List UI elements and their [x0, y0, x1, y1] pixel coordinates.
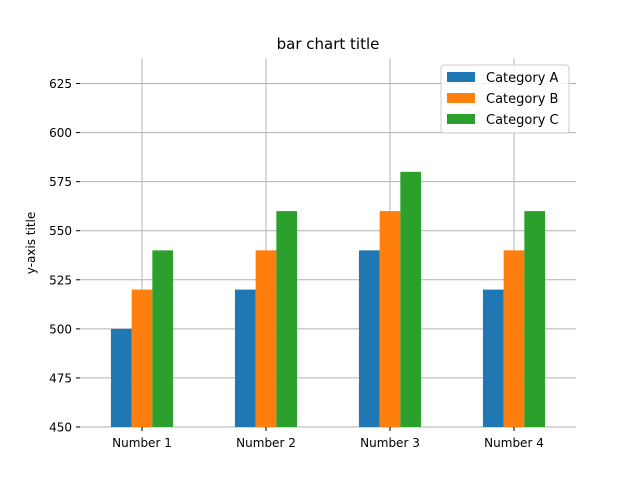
bar [110, 328, 132, 427]
y-tick-label: 550 [49, 224, 72, 238]
bar [400, 171, 422, 427]
axes: 450 475 500 525 550 575 600 625 Number 1 Number 2… [49, 77, 544, 450]
bar [152, 250, 174, 427]
bar [379, 211, 401, 427]
y-tick-label: 525 [49, 273, 72, 287]
y-tick-label: 475 [49, 371, 72, 385]
x-tick-label: Number 4 [484, 436, 544, 450]
legend-label: Category C [486, 113, 559, 128]
bar [358, 250, 380, 427]
y-tick-label: 575 [49, 175, 72, 189]
legend-swatch [447, 114, 475, 124]
y-tick-label: 600 [49, 126, 72, 140]
y-tick-label: 500 [49, 322, 72, 336]
legend-label: Category B [486, 92, 558, 107]
bar [482, 289, 504, 427]
y-tick-label: 450 [49, 421, 72, 435]
bar [503, 250, 525, 427]
y-tick-label: 625 [49, 77, 72, 91]
bar [234, 289, 256, 427]
x-tick-label: Number 3 [360, 436, 420, 450]
bar [131, 289, 153, 427]
chart-title: bar chart title [277, 35, 380, 53]
x-tick-label: Number 2 [236, 436, 296, 450]
bar [255, 250, 277, 427]
legend: Category A Category B Category C [440, 64, 570, 134]
bars [110, 171, 546, 427]
y-axis-label: y-axis title [24, 212, 38, 275]
legend-swatch [447, 72, 475, 82]
bar [276, 211, 298, 427]
legend-label: Category A [486, 71, 559, 86]
legend-swatch [447, 93, 475, 103]
bar [524, 211, 546, 427]
x-tick-label: Number 1 [112, 436, 172, 450]
